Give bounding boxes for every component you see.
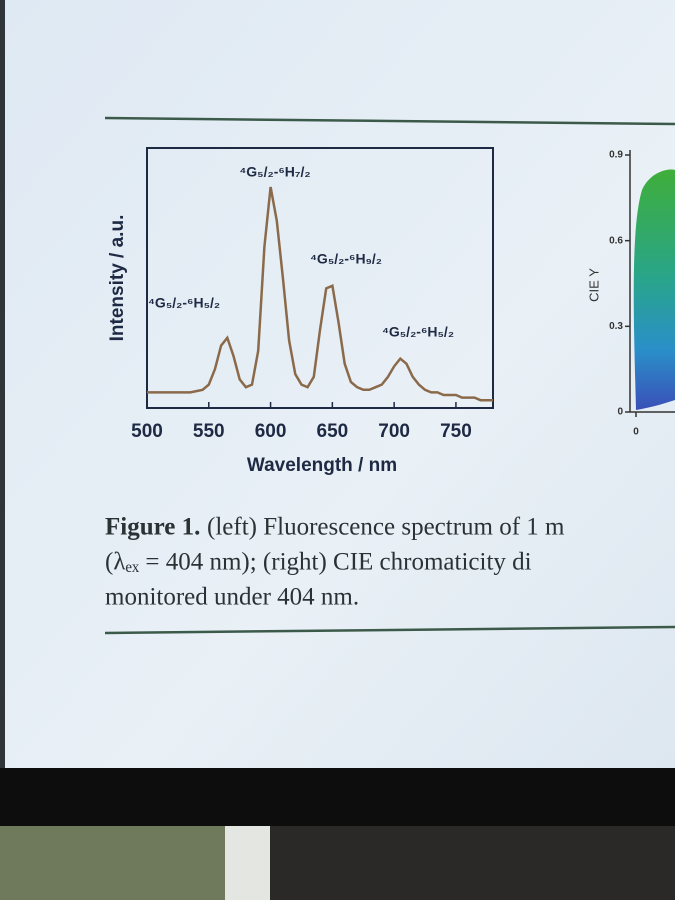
rule: [104, 625, 675, 635]
screen-edge: [0, 0, 5, 770]
plot-frame: [146, 147, 494, 409]
x-tick-label: 600: [255, 421, 287, 442]
spectrum-line: [147, 186, 493, 402]
peak-annotation: ⁴G₅/₂-⁶H₉/₂: [310, 251, 382, 267]
x-tick-label: 700: [378, 421, 410, 442]
y-axis-label: Intensity / a.u.: [107, 215, 128, 342]
caption-label: Figure 1.: [105, 514, 200, 541]
y-axis-label: CIE Y: [586, 268, 601, 302]
cie-locus: [633, 169, 675, 410]
caption-line: monitored under 404 nm.: [105, 584, 359, 611]
slide: [0, 0, 675, 770]
peak-annotation: ⁴G₅/₂-⁶H₅/₂: [148, 295, 220, 311]
x-tick-label: 0: [633, 427, 639, 438]
room: [270, 826, 675, 900]
pillar: [225, 826, 270, 900]
x-axis-label: Wavelength / nm: [247, 455, 397, 476]
y-tick-label: 0.3: [609, 321, 623, 332]
caption-line: (left) Fluorescence spectrum of 1 m: [207, 514, 565, 541]
y-tick-label: 0.6: [609, 235, 623, 246]
x-tick-label: 750: [440, 421, 472, 442]
rule: [104, 116, 675, 126]
trees: [0, 826, 225, 900]
y-tick-label: 0.9: [609, 150, 623, 161]
caption-line: (λₑₓ = 404 nm); (right) CIE chromaticity…: [105, 549, 532, 576]
peak-annotation: ⁴G₅/₂-⁶H₇/₂: [239, 164, 310, 180]
x-tick-label: 650: [317, 421, 349, 442]
screen-frame: [0, 768, 675, 826]
x-tick-label: 550: [193, 421, 225, 442]
peak-annotation: ⁴G₅/₂-⁶H₅/₂: [382, 324, 454, 340]
x-tick-label: 500: [131, 421, 163, 442]
y-tick-label: 0: [617, 407, 623, 418]
